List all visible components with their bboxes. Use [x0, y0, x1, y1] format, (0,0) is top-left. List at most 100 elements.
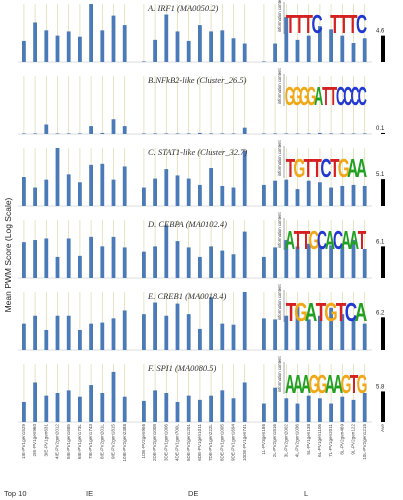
bar	[284, 315, 289, 350]
logo-letter: G	[324, 297, 337, 326]
logo-letter: G	[293, 154, 305, 183]
logo-letter: C	[351, 83, 360, 111]
logo-ylabel: information content	[277, 356, 282, 392]
bar	[33, 315, 37, 350]
bar	[231, 187, 236, 206]
bar	[55, 315, 60, 350]
average-label: 6.1	[376, 239, 385, 245]
bar	[329, 245, 333, 278]
bar	[351, 318, 356, 350]
average-label: 5.1	[376, 172, 385, 178]
bar	[295, 403, 300, 422]
bar	[164, 225, 169, 278]
bar	[100, 246, 105, 278]
bar	[362, 133, 367, 134]
logo-letter: G	[341, 371, 352, 400]
bar	[164, 169, 169, 206]
bar	[273, 319, 277, 350]
bar	[340, 185, 345, 206]
bar	[242, 127, 247, 134]
bar	[209, 297, 213, 350]
bar	[89, 385, 93, 422]
bar	[142, 133, 146, 134]
bar	[164, 393, 169, 422]
logo-letter: A	[347, 154, 358, 183]
bar	[231, 398, 236, 422]
bar	[164, 315, 169, 350]
bar	[340, 396, 345, 422]
bar	[220, 30, 225, 62]
bar	[209, 395, 213, 422]
bar	[262, 61, 266, 62]
bar	[33, 187, 37, 206]
logo-letter: C	[336, 83, 345, 111]
bar	[66, 390, 71, 422]
x-tick-label: 1DE-PV2gen956	[141, 424, 146, 459]
bar	[318, 182, 322, 206]
bar	[231, 254, 236, 278]
bar	[175, 401, 180, 422]
logo-letter: T	[286, 10, 295, 39]
bar	[220, 133, 225, 134]
bar	[273, 247, 277, 278]
bar	[89, 164, 93, 206]
bar	[111, 318, 116, 350]
logo-ylabel: information content	[277, 284, 282, 320]
bar	[55, 133, 60, 134]
bar	[329, 133, 333, 134]
bar	[55, 256, 60, 278]
bar	[175, 31, 180, 62]
bar	[153, 39, 157, 62]
logo-ylabel: information content	[277, 212, 282, 248]
logo-letter: G	[309, 371, 320, 400]
bar	[142, 251, 146, 278]
logo-letter: G	[294, 297, 307, 326]
bar	[153, 178, 157, 206]
panel-title: E. CREB1 (MA0018.4)	[147, 291, 227, 301]
panel-title: A. IRF1 (MA0050.2)	[147, 3, 219, 13]
bar	[44, 238, 49, 278]
bar	[362, 393, 367, 422]
bar	[111, 15, 116, 63]
bar	[122, 396, 127, 422]
bar	[111, 179, 116, 206]
bar	[55, 393, 60, 422]
bar	[362, 185, 367, 206]
bar	[306, 133, 311, 134]
bar	[186, 133, 191, 134]
bar	[186, 40, 191, 62]
bar	[164, 133, 169, 134]
bar	[198, 132, 202, 134]
bar	[153, 246, 157, 278]
bar	[329, 29, 333, 63]
bar	[209, 31, 213, 62]
logo-letter: A	[349, 227, 359, 256]
bar	[242, 43, 247, 62]
bar	[153, 302, 157, 350]
panel-title: B.NFkB2-like (Cluster_26.5)	[148, 75, 247, 85]
bar	[89, 4, 93, 62]
bar	[111, 119, 116, 134]
bar	[318, 246, 322, 278]
bar	[153, 390, 157, 422]
logo-letter: C	[358, 83, 367, 111]
bar	[306, 35, 311, 62]
logo-letter: T	[304, 10, 313, 39]
group-label-ie: IE	[86, 489, 94, 498]
logo-letter: T	[350, 371, 359, 400]
bar	[55, 35, 60, 62]
bar	[284, 398, 289, 422]
logo-letter: A	[301, 371, 311, 400]
bar	[273, 133, 277, 134]
y-axis-label: Mean PWM Score (Log Scale)	[3, 197, 13, 313]
bar	[33, 382, 37, 422]
logo-letter: G	[285, 83, 295, 111]
logo-letter: A	[285, 371, 295, 400]
bar	[66, 133, 71, 134]
bar	[66, 238, 71, 278]
logo-letter: A	[314, 83, 323, 111]
bar	[55, 148, 60, 206]
logo-letter: A	[305, 297, 318, 326]
bar	[340, 314, 345, 350]
x-tick-label: 9L-PV2gen122	[351, 424, 356, 455]
